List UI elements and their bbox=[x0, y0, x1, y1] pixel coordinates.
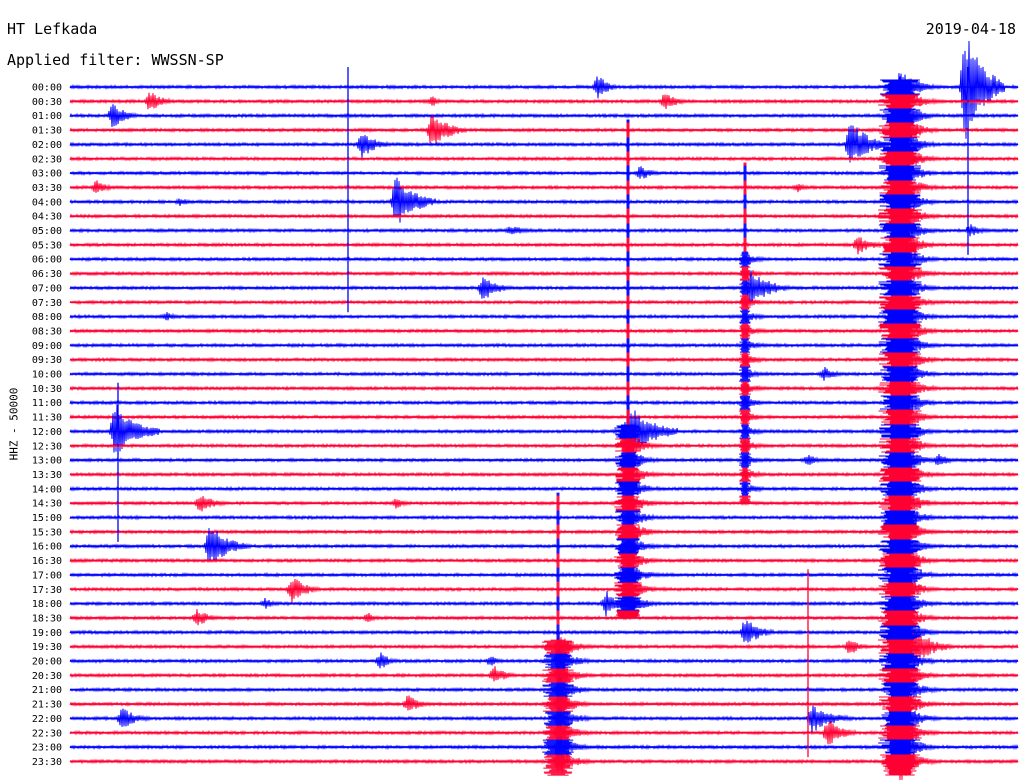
time-label: 01:30 bbox=[32, 126, 62, 137]
time-label: 20:30 bbox=[32, 671, 62, 682]
large-event bbox=[878, 76, 922, 776]
trace-line bbox=[69, 572, 1019, 603]
time-label: 05:30 bbox=[32, 240, 62, 251]
trace-line bbox=[69, 341, 1019, 381]
time-label: 09:30 bbox=[32, 355, 62, 366]
trace-line bbox=[69, 730, 1019, 769]
trace-line bbox=[69, 744, 1019, 780]
time-label: 12:00 bbox=[32, 427, 62, 438]
time-label: 18:30 bbox=[32, 613, 62, 624]
large-event bbox=[614, 119, 642, 618]
time-label: 14:30 bbox=[32, 499, 62, 510]
time-label: 04:00 bbox=[32, 197, 62, 208]
time-label: 13:00 bbox=[32, 456, 62, 467]
time-label: 12:30 bbox=[32, 441, 62, 452]
time-label: 02:00 bbox=[32, 140, 62, 151]
trace-line bbox=[69, 40, 1019, 139]
trace-line bbox=[69, 701, 1019, 738]
trace-line bbox=[69, 630, 1019, 665]
time-label: 03:00 bbox=[32, 169, 62, 180]
trace-line bbox=[69, 388, 1019, 420]
time-label: 01:00 bbox=[32, 111, 62, 122]
trace-line bbox=[69, 713, 1019, 752]
time-label: 03:30 bbox=[32, 183, 62, 194]
trace-line bbox=[69, 585, 1019, 625]
time-label: 11:00 bbox=[32, 398, 62, 409]
time-label: 13:30 bbox=[32, 470, 62, 481]
time-label: 22:30 bbox=[32, 728, 62, 739]
time-label: 22:00 bbox=[32, 714, 62, 725]
trace-line bbox=[69, 528, 1019, 568]
trace-line bbox=[69, 470, 1019, 503]
trace-line bbox=[69, 560, 1019, 592]
time-label: 19:00 bbox=[32, 628, 62, 639]
date-label: 2019-04-18 bbox=[925, 20, 1016, 38]
time-label: 15:00 bbox=[32, 513, 62, 524]
time-label: 21:30 bbox=[32, 700, 62, 711]
time-label: 00:30 bbox=[32, 97, 62, 108]
time-label: 07:30 bbox=[32, 298, 62, 309]
station-title: HT Lefkada bbox=[7, 20, 98, 38]
time-label: 10:30 bbox=[32, 384, 62, 395]
time-label: 11:30 bbox=[32, 413, 62, 424]
time-label: 15:30 bbox=[32, 527, 62, 538]
trace-line bbox=[69, 242, 1019, 274]
trace-line bbox=[69, 98, 1019, 134]
time-label: 05:00 bbox=[32, 226, 62, 237]
time-label: 18:00 bbox=[32, 599, 62, 610]
time-label: 19:30 bbox=[32, 642, 62, 653]
time-label: 17:30 bbox=[32, 585, 62, 596]
time-label: 09:00 bbox=[32, 341, 62, 352]
time-label: 02:30 bbox=[32, 154, 62, 165]
filter-label: Applied filter: WWSSN-SP bbox=[7, 51, 224, 69]
time-label: 04:30 bbox=[32, 212, 62, 223]
trace-line bbox=[69, 197, 1019, 235]
time-label: 00:00 bbox=[32, 83, 62, 94]
time-label: 14:00 bbox=[32, 484, 62, 495]
time-label: 10:00 bbox=[32, 370, 62, 381]
trace-line bbox=[69, 315, 1019, 349]
time-label: 06:00 bbox=[32, 255, 62, 266]
trace-line bbox=[69, 503, 1019, 535]
time-label: 16:00 bbox=[32, 542, 62, 553]
large-event bbox=[739, 162, 751, 503]
trace-line bbox=[69, 286, 1019, 317]
time-label: 23:00 bbox=[32, 743, 62, 754]
time-label: 16:30 bbox=[32, 556, 62, 567]
trace-line bbox=[69, 404, 1019, 458]
time-label: 08:30 bbox=[32, 326, 62, 337]
time-label: 17:00 bbox=[32, 570, 62, 581]
time-label: 07:00 bbox=[32, 283, 62, 294]
time-label: 06:30 bbox=[32, 269, 62, 280]
time-label: 20:00 bbox=[32, 657, 62, 668]
trace-line bbox=[69, 484, 1019, 520]
time-label: 23:30 bbox=[32, 757, 62, 768]
trace-line bbox=[69, 597, 1019, 637]
time-label: 21:00 bbox=[32, 685, 62, 696]
large-event bbox=[542, 492, 574, 776]
time-label: 08:00 bbox=[32, 312, 62, 323]
trace-line bbox=[69, 674, 1019, 708]
